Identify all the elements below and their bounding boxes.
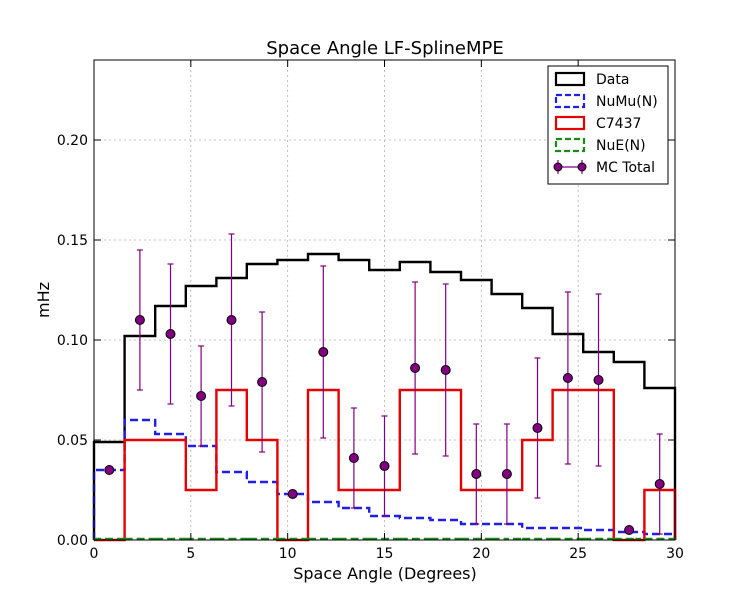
x-tick-label-3: 15	[376, 546, 394, 562]
legend-swatch-marker-0	[553, 162, 563, 172]
series-step-line	[92, 252, 677, 540]
data-point-9	[379, 461, 390, 471]
data-point-15	[562, 373, 573, 383]
legend-swatch	[554, 93, 586, 109]
data-point-6	[287, 489, 298, 499]
series-step-line	[92, 418, 677, 540]
data-point-8	[348, 453, 359, 463]
x-tick-label-2: 10	[279, 546, 297, 562]
legend-entry-c7437: C7437	[554, 115, 641, 132]
legend-entry-nue-n-: NuE(N)	[554, 137, 646, 154]
y-tick-label-3: 0.15	[57, 233, 88, 249]
y-axis-label: mHz	[34, 282, 53, 318]
legend-entry-mc-total: MC Total	[553, 160, 655, 176]
legend-label: NuE(N)	[596, 138, 646, 154]
legend-swatch	[554, 115, 586, 131]
legend-label: NuMu(N)	[596, 94, 658, 110]
chart-title: Space Angle LF-SplineMPE	[266, 38, 504, 59]
data-point-0	[104, 465, 115, 475]
x-axis-label: Space Angle (Degrees)	[293, 564, 477, 583]
legend-entry-data: Data	[554, 71, 629, 88]
data-point-12	[471, 469, 482, 479]
x-tick-label-6: 30	[666, 546, 684, 562]
data-point-16	[593, 375, 604, 385]
series-numu-n-	[92, 418, 677, 540]
legend-label: MC Total	[596, 160, 655, 176]
y-tick-label-1: 0.05	[57, 433, 88, 449]
x-tick-label-5: 25	[569, 546, 587, 562]
x-tick-label-1: 5	[186, 546, 195, 562]
legend: Data NuMu(N) C7437 NuE(N) MC Total	[547, 65, 669, 185]
series-data	[92, 252, 677, 540]
data-point-1	[134, 315, 145, 325]
data-point-4	[226, 315, 237, 325]
data-point-13	[501, 469, 512, 479]
legend-swatch-marker-1	[577, 162, 587, 172]
legend-swatch	[554, 137, 586, 153]
data-point-2	[165, 329, 176, 339]
data-point-14	[532, 423, 543, 433]
data-point-11	[440, 365, 451, 375]
axes-layer: 0 5 10 15 20 25 30 0.00 0.05 0.10 0.15 0.20	[57, 59, 684, 562]
x-tick-label-4: 20	[472, 546, 490, 562]
x-tick-label-0: 0	[90, 546, 99, 562]
y-tick-label-4: 0.20	[57, 133, 88, 149]
y-tick-label-0: 0.00	[57, 533, 88, 549]
legend-entry-numu-n-: NuMu(N)	[554, 93, 658, 110]
series-mc-total	[104, 233, 665, 535]
data-point-3	[196, 391, 207, 401]
legend-label: Data	[596, 72, 629, 88]
legend-swatch	[554, 71, 586, 87]
data-point-17	[624, 525, 635, 535]
legend-label: C7437	[596, 116, 641, 132]
data-point-7	[318, 347, 329, 357]
y-tick-label-2: 0.10	[57, 333, 88, 349]
data-point-10	[410, 363, 421, 373]
data-point-18	[654, 479, 665, 489]
data-point-5	[257, 377, 268, 387]
series-layer	[92, 233, 677, 542]
